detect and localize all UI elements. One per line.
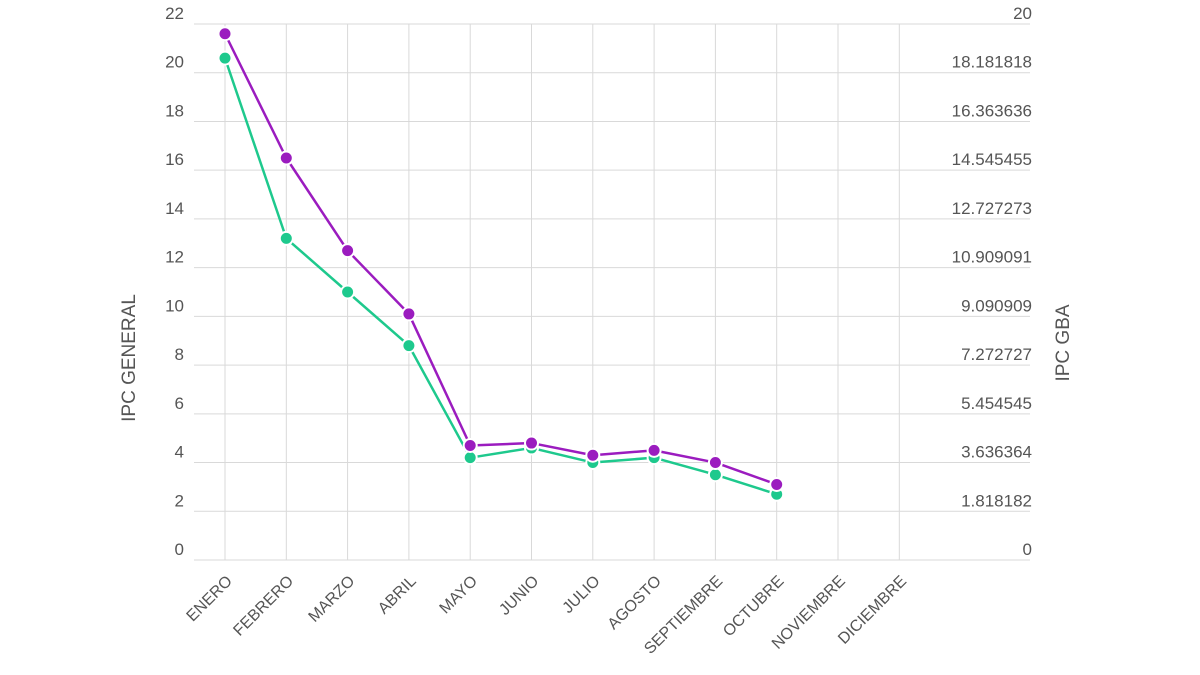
y2-tick-label: 5.454545	[961, 394, 1032, 413]
y-tick-label: 4	[175, 443, 184, 462]
y2-tick-label: 7.272727	[961, 345, 1032, 364]
series	[217, 26, 785, 502]
y-tick-label: 6	[175, 394, 184, 413]
y2-tick-label: 12.727273	[952, 199, 1032, 218]
y-tick-label: 16	[165, 150, 184, 169]
y-tick-label: 22	[165, 4, 184, 23]
data-point-series-2[interactable]	[707, 467, 723, 483]
data-point-series-2[interactable]	[217, 50, 233, 66]
y2-tick-label: 1.818182	[961, 491, 1032, 510]
y-axis-title: IPC GENERAL	[119, 294, 140, 422]
x-tick-label: ABRIL	[375, 573, 420, 618]
x-tick-label: JUNIO	[496, 573, 542, 619]
x-tick-label: ENERO	[184, 573, 236, 625]
x-tick-label: OCTUBRE	[720, 573, 787, 640]
y-tick-label: 12	[165, 248, 184, 267]
x-tick-label: MAYO	[437, 573, 482, 618]
data-point-series-1[interactable]	[585, 447, 601, 463]
x-tick-label: AGOSTO	[605, 573, 665, 633]
y2-tick-label: 10.909091	[952, 248, 1032, 267]
y-tick-label: 10	[165, 296, 184, 315]
data-point-series-1[interactable]	[524, 435, 539, 451]
data-point-series-2[interactable]	[462, 450, 478, 466]
data-point-series-1[interactable]	[462, 437, 478, 453]
data-point-series-1[interactable]	[217, 26, 233, 42]
data-point-series-1[interactable]	[278, 150, 294, 166]
x-tick-label: MARZO	[306, 573, 359, 626]
y2-tick-label: 14.545455	[952, 150, 1032, 169]
x-tick-label: JULIO	[560, 573, 604, 617]
y-tick-label: 2	[175, 491, 184, 510]
data-point-series-2[interactable]	[401, 338, 417, 354]
y2-tick-label: 18.181818	[952, 53, 1032, 72]
grid	[194, 23, 1030, 561]
data-point-series-2[interactable]	[278, 230, 294, 246]
x-tick-label: FEBRERO	[230, 573, 297, 640]
series-line-1	[223, 33, 778, 486]
right-axis-ticks: 0 1.818182 3.636364 5.454545 7.272727 9.09090…	[952, 4, 1032, 559]
series-line-2	[223, 57, 778, 496]
data-point-series-1[interactable]	[401, 306, 417, 322]
y-tick-label: 14	[165, 199, 184, 218]
left-axis-ticks: 0 2 4 6 8 10 12 14 16 18 20 22	[165, 4, 184, 559]
data-point-series-1[interactable]	[707, 455, 723, 471]
y2-tick-label: 0	[1023, 540, 1032, 559]
y-tick-label: 20	[165, 53, 184, 72]
y2-tick-label: 16.363636	[952, 101, 1032, 120]
y-tick-label: 0	[175, 540, 184, 559]
data-point-series-1[interactable]	[340, 243, 356, 259]
y-tick-label: 18	[165, 101, 184, 120]
y2-tick-label: 20	[1013, 4, 1032, 23]
data-point-series-1[interactable]	[769, 476, 785, 492]
data-point-series-2[interactable]	[340, 284, 356, 300]
y2-tick-label: 3.636364	[961, 443, 1032, 462]
y2-tick-label: 9.090909	[961, 296, 1032, 315]
y-tick-label: 8	[175, 345, 184, 364]
data-point-series-1[interactable]	[646, 442, 662, 458]
y2-axis-title: IPC GBA	[1053, 304, 1074, 381]
